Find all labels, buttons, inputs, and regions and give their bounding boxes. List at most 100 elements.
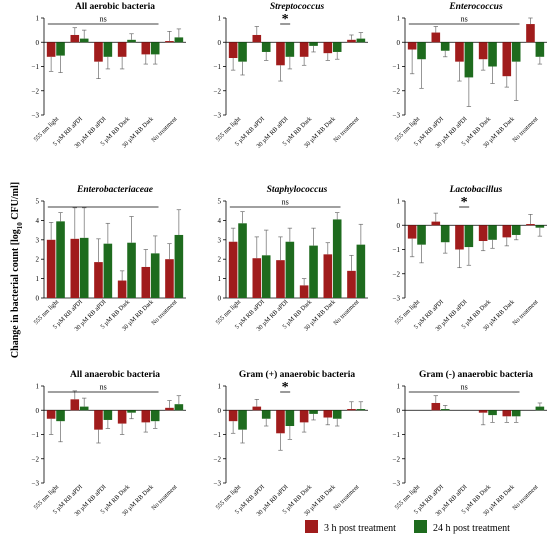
bar-3h	[502, 42, 512, 77]
bar-3h	[228, 42, 238, 59]
y-axis-label: Change in bacterial count [log10 CFU/ml]	[10, 182, 24, 358]
legend: 3 h post treatment 24 h post treatment	[305, 520, 510, 534]
y-tick-label: 4	[36, 217, 40, 225]
bar-24h	[356, 409, 366, 411]
bar-3h	[117, 42, 127, 57]
y-tick-label: −3	[214, 112, 222, 120]
x-tick-label: No treatment	[511, 115, 539, 143]
legend-swatch-3h	[305, 520, 318, 533]
bar-24h	[464, 225, 474, 248]
x-tick-label: No treatment	[150, 483, 178, 511]
bar-3h	[94, 410, 103, 430]
y-tick-label: −1	[32, 63, 40, 71]
bar-3h	[165, 259, 174, 298]
bar-24h	[56, 410, 65, 422]
bar-24h	[79, 237, 89, 298]
bar-24h	[488, 410, 497, 416]
y-tick-label: −2	[393, 87, 401, 95]
chart-title: Gram (-) anaerobic bacteria	[419, 369, 533, 380]
bar-3h	[502, 410, 512, 417]
x-tick-label: No treatment	[332, 483, 360, 511]
bar-3h	[502, 225, 512, 238]
bar-24h	[488, 42, 497, 67]
y-tick-label: 1	[397, 198, 401, 206]
y-tick-label: −1	[214, 63, 222, 71]
y-tick-label: −3	[32, 480, 40, 488]
y-tick-label: −1	[393, 246, 401, 254]
bar-3h	[276, 42, 285, 66]
bar-24h	[356, 38, 366, 43]
bar-24h	[440, 42, 450, 51]
y-tick-label: 1	[397, 383, 401, 391]
bar-3h	[141, 42, 151, 55]
chart-title: Streptococcus	[270, 2, 325, 12]
significance-label: *	[461, 195, 468, 210]
bar-24h	[79, 406, 89, 411]
bar-24h	[356, 244, 366, 298]
y-tick-label: −1	[214, 431, 222, 439]
x-tick-label: No treatment	[511, 483, 539, 511]
y-tick-label: 1	[36, 275, 40, 283]
bar-3h	[455, 225, 464, 250]
bar-3h	[323, 410, 333, 418]
bar-24h	[238, 410, 247, 430]
bar-24h	[79, 38, 89, 43]
y-tick-label: −2	[393, 455, 401, 463]
bar-24h	[417, 225, 426, 245]
bar-24h	[332, 410, 342, 419]
significance-label: *	[282, 380, 289, 395]
y-tick-label: 1	[36, 383, 40, 391]
y-tick-label: −3	[393, 295, 401, 303]
bar-24h	[309, 42, 318, 46]
y-tick-label: 0	[218, 295, 222, 303]
bar-3h	[46, 239, 56, 298]
bar-24h	[261, 410, 271, 419]
significance-label: ns	[461, 15, 468, 24]
bar-3h	[299, 410, 309, 423]
x-tick-label: No treatment	[150, 115, 178, 143]
bar-24h	[440, 225, 450, 243]
bar-24h	[285, 241, 295, 298]
y-tick-label: 5	[218, 198, 222, 206]
bar-24h	[238, 223, 247, 298]
bar-3h	[526, 24, 535, 43]
y-tick-label: 5	[36, 198, 40, 206]
bar-24h	[511, 42, 521, 62]
bar-3h	[323, 42, 333, 54]
y-tick-label: 2	[36, 256, 40, 264]
y-axis-label-main: Change in bacterial count [log	[10, 229, 21, 358]
y-tick-label: 1	[36, 15, 40, 23]
legend-swatch-24h	[414, 520, 427, 533]
bar-3h	[347, 270, 356, 298]
bar-3h	[46, 42, 56, 57]
bar-3h	[165, 407, 174, 411]
bar-3h	[70, 34, 80, 43]
bar-3h	[347, 39, 356, 43]
bar-3h	[46, 410, 56, 419]
y-tick-label: −3	[393, 480, 401, 488]
bar-24h	[127, 242, 136, 298]
bar-24h	[56, 42, 65, 56]
y-axis-label-subscript: 10	[16, 222, 24, 230]
bar-3h	[117, 410, 127, 424]
significance-label: ns	[100, 15, 107, 24]
significance-label: *	[282, 12, 289, 27]
bar-24h	[309, 245, 318, 298]
bar-24h	[488, 225, 497, 240]
chart-title: All anaerobic bacteria	[70, 370, 160, 380]
bar-3h	[165, 41, 174, 43]
bar-24h	[464, 42, 474, 78]
bar-3h	[455, 42, 464, 62]
bar-3h	[526, 224, 535, 226]
bar-3h	[70, 399, 80, 411]
bar-24h	[535, 42, 545, 57]
chart-title: Gram (+) anaerobic bacteria	[239, 369, 356, 380]
